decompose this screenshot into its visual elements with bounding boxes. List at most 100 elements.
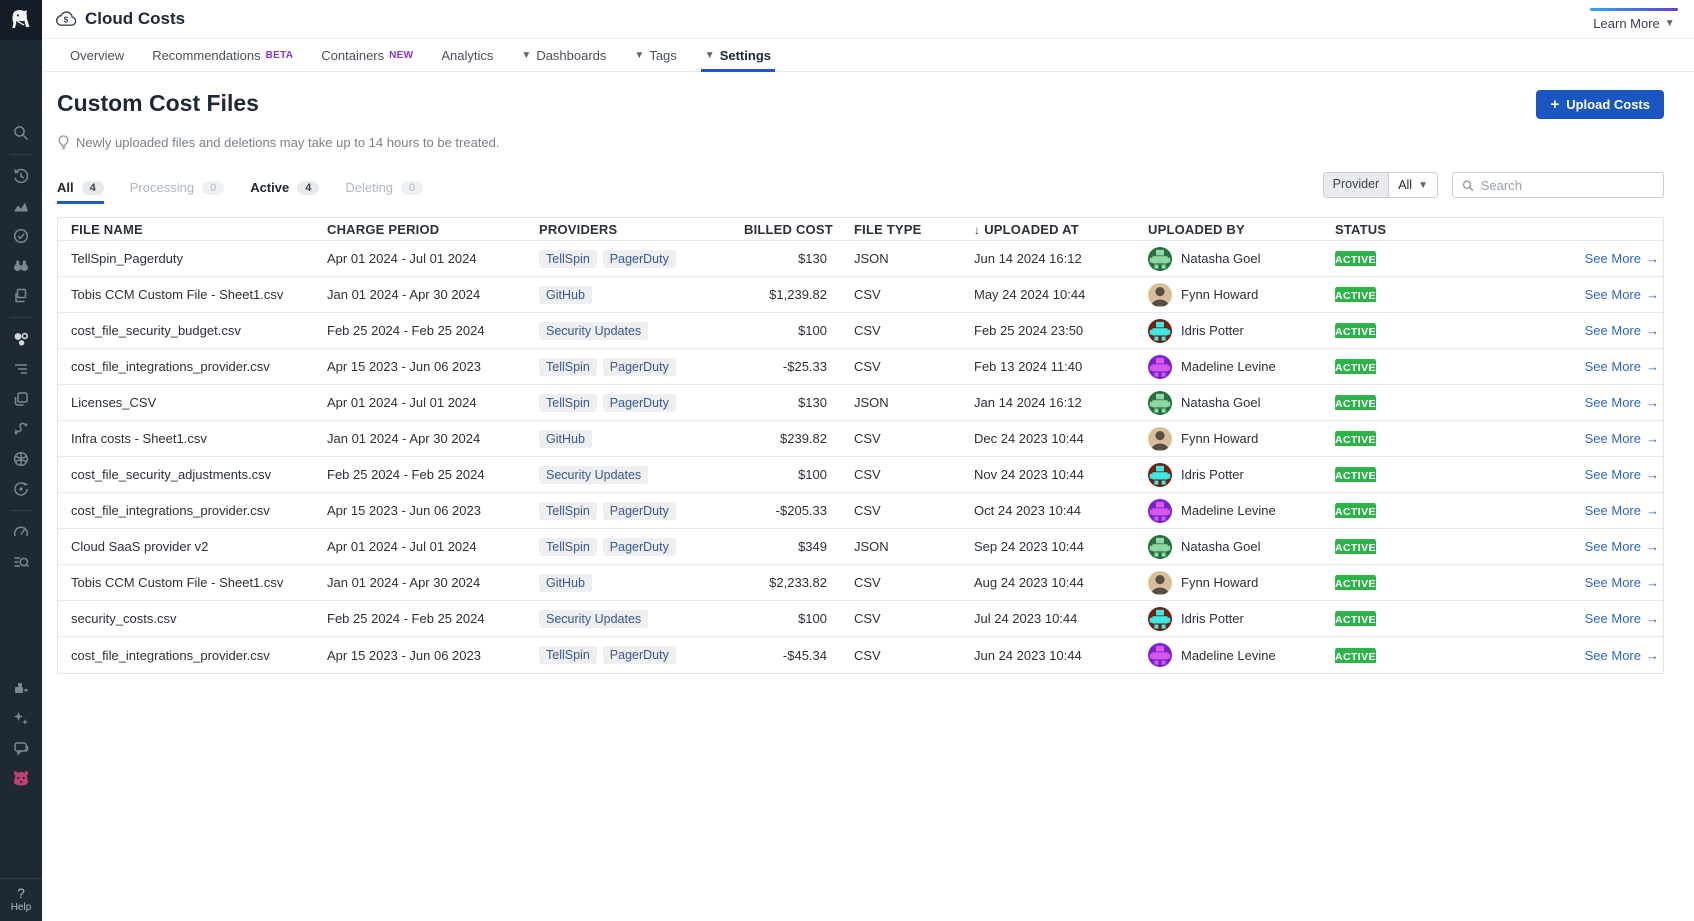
- column-header[interactable]: CHARGE PERIOD: [327, 221, 440, 237]
- sidebar-infrastructure-icon[interactable]: [0, 281, 42, 311]
- column-header[interactable]: BILLED COST: [744, 221, 833, 237]
- column-header[interactable]: ↓ UPLOADED AT: [974, 221, 1079, 237]
- provider-filter-value: All ▼: [1389, 173, 1437, 197]
- sidebar-chat-icon[interactable]: [0, 733, 42, 763]
- datadog-logo-icon[interactable]: [0, 0, 42, 40]
- sidebar-synthetics-icon[interactable]: [0, 474, 42, 504]
- status-badge[interactable]: ACTIVE: [1335, 575, 1376, 590]
- sidebar-history-icon[interactable]: [0, 161, 42, 191]
- uploader-name: Madeline Levine: [1181, 503, 1276, 518]
- status-badge[interactable]: ACTIVE: [1335, 467, 1376, 482]
- tab-overview[interactable]: Overview: [56, 39, 138, 71]
- column-header[interactable]: FILE NAME: [71, 221, 143, 237]
- arrow-right-icon: →: [1646, 323, 1659, 338]
- status-badge[interactable]: ACTIVE: [1335, 539, 1376, 554]
- column-header[interactable]: FILE TYPE: [854, 221, 922, 237]
- filter-tab-all[interactable]: All 4: [57, 180, 104, 204]
- avatar: [1148, 318, 1172, 343]
- status-badge[interactable]: ACTIVE: [1335, 611, 1376, 626]
- status-badge[interactable]: ACTIVE: [1335, 251, 1376, 266]
- see-more-link[interactable]: See More →: [1584, 539, 1659, 554]
- sidebar-apm-icon[interactable]: [0, 251, 42, 281]
- see-more-link[interactable]: See More →: [1584, 503, 1659, 518]
- avatar: [1148, 643, 1172, 667]
- status-badge[interactable]: ACTIVE: [1335, 323, 1376, 338]
- column-header[interactable]: UPLOADED BY: [1148, 221, 1245, 237]
- uploaded-at: Feb 13 2024 11:40: [974, 359, 1083, 374]
- avatar-pixel: [1149, 249, 1171, 269]
- see-more-link[interactable]: See More →: [1584, 467, 1659, 482]
- status-cell: ACTIVE: [1322, 431, 1470, 446]
- svg-text:$: $: [64, 15, 69, 24]
- sidebar-search-icon[interactable]: [0, 118, 42, 148]
- uploader-name: Idris Potter: [1181, 611, 1244, 626]
- tab-settings[interactable]: ▼ Settings: [691, 39, 785, 72]
- see-more-link[interactable]: See More →: [1584, 611, 1659, 626]
- charge-period: Apr 15 2023 - Jun 06 2023: [327, 647, 481, 663]
- sidebar-dashboards-icon[interactable]: [0, 384, 42, 414]
- sidebar-service-map-icon[interactable]: [0, 324, 42, 354]
- column-header[interactable]: PROVIDERS: [539, 221, 618, 237]
- providers-cell: Security Updates: [526, 609, 731, 628]
- see-more-link[interactable]: See More →: [1584, 251, 1659, 266]
- filter-tab-processing[interactable]: Processing 0: [130, 180, 225, 204]
- status-badge[interactable]: ACTIVE: [1335, 503, 1376, 518]
- avatar: [1148, 498, 1172, 523]
- tab-dashboards[interactable]: ▼ Dashboards: [507, 39, 620, 71]
- providers-cell: TellSpin PagerDuty: [526, 537, 731, 556]
- file-type: CSV: [854, 323, 881, 338]
- see-more-link[interactable]: See More →: [1584, 287, 1659, 302]
- sidebar-logs-icon[interactable]: [0, 354, 42, 384]
- see-more-link[interactable]: See More →: [1584, 395, 1659, 410]
- status-badge[interactable]: ACTIVE: [1335, 395, 1376, 410]
- tab-tags[interactable]: ▼ Tags: [620, 39, 690, 71]
- file-name: security_costs.csv: [71, 611, 177, 626]
- uploaded-at: Aug 24 2023 10:44: [974, 575, 1084, 590]
- sidebar-toys-icon[interactable]: [0, 673, 42, 703]
- tab-containers[interactable]: Containers NEW: [307, 39, 427, 71]
- tab-recommendations[interactable]: Recommendations BETA: [138, 39, 307, 71]
- sidebar-metrics-icon[interactable]: [0, 191, 42, 221]
- upload-costs-button[interactable]: + Upload Costs: [1536, 90, 1664, 119]
- sidebar-integrations-icon[interactable]: [0, 414, 42, 444]
- file-name: Tobis CCM Custom File - Sheet1.csv: [71, 287, 284, 302]
- tab-analytics[interactable]: Analytics: [427, 39, 507, 71]
- uploaded-at: Jun 14 2024 16:12: [974, 251, 1082, 266]
- sidebar-bits-ai-icon[interactable]: [0, 763, 42, 793]
- see-more-link[interactable]: See More →: [1584, 431, 1659, 446]
- uploader-name: Natasha Goel: [1181, 539, 1261, 554]
- see-more-link[interactable]: See More →: [1584, 647, 1659, 663]
- learn-more-button[interactable]: Learn More ▼: [1593, 16, 1674, 31]
- filter-tab-active[interactable]: Active 4: [250, 180, 320, 204]
- provider-filter[interactable]: Provider All ▼: [1322, 172, 1438, 198]
- help-button[interactable]: ? Help: [0, 878, 42, 913]
- sidebar-sparkles-icon[interactable]: [0, 703, 42, 733]
- sidebar-security-icon[interactable]: [0, 444, 42, 474]
- sidebar-monitors-icon[interactable]: [0, 517, 42, 547]
- sidebar-log-explorer-icon[interactable]: [0, 547, 42, 577]
- column-header[interactable]: STATUS: [1335, 221, 1387, 237]
- tab-badge: NEW: [389, 49, 414, 61]
- page-tabs: Overview Recommendations BETA Containers NEW…: [42, 39, 1694, 72]
- status-badge[interactable]: ACTIVE: [1335, 431, 1376, 446]
- status-badge[interactable]: ACTIVE: [1335, 359, 1376, 374]
- see-more-link[interactable]: See More →: [1584, 359, 1659, 374]
- file-type: CSV: [854, 611, 881, 626]
- see-more-link[interactable]: See More →: [1584, 575, 1659, 590]
- filter-tab-deleting[interactable]: Deleting 0: [345, 180, 424, 204]
- uploaded-at: Feb 25 2024 23:50: [974, 323, 1084, 338]
- tab-label: Dashboards: [536, 47, 607, 63]
- billed-cost: $349: [798, 539, 827, 554]
- status-badge[interactable]: ACTIVE: [1335, 287, 1376, 302]
- chevron-down-icon: ▼: [521, 49, 532, 61]
- tab-label: Tags: [649, 47, 677, 63]
- see-more-link[interactable]: See More →: [1584, 323, 1659, 338]
- tab-label: Analytics: [441, 47, 494, 63]
- uploaded-by: Natasha Goel: [1135, 390, 1322, 415]
- sidebar-watchdog-icon[interactable]: [0, 221, 42, 251]
- uploaded-by: Fynn Howard: [1135, 426, 1322, 451]
- status-badge[interactable]: ACTIVE: [1335, 647, 1376, 663]
- tab-label: Containers: [321, 47, 385, 63]
- charge-period: Jan 01 2024 - Apr 30 2024: [327, 287, 481, 302]
- search-input[interactable]: [1480, 177, 1654, 193]
